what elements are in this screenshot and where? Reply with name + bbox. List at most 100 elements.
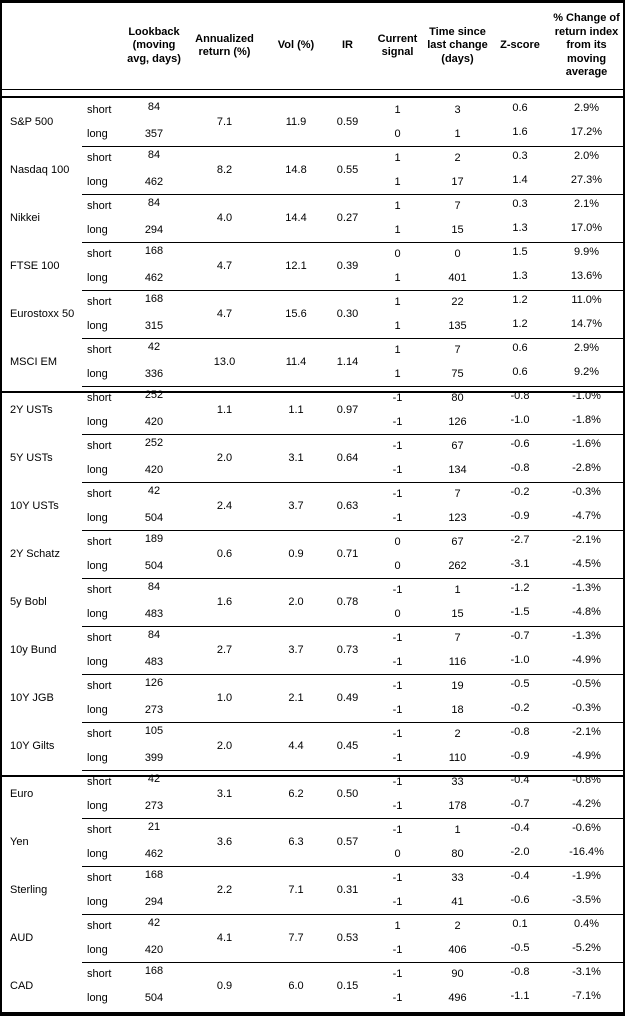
pct-change-long: -4.8% <box>572 606 601 618</box>
time-since-long: 18 <box>451 704 464 716</box>
lookback-long: 483 <box>144 608 164 620</box>
pct-change-short: -1.6% <box>572 438 601 450</box>
pct-change-short: -2.1% <box>572 534 601 546</box>
annualized-return: 1.0 <box>216 692 233 704</box>
lookback-long: 294 <box>144 224 164 236</box>
time-since-short: 19 <box>451 680 464 692</box>
vol-value: 3.7 <box>288 500 304 512</box>
lookback-short: 84 <box>147 149 161 161</box>
z-score-short: 1.5 <box>512 246 528 258</box>
vol-value: 11.4 <box>285 356 307 368</box>
lookback-short: 84 <box>147 629 161 641</box>
annualized-return: 13.0 <box>213 356 236 368</box>
z-score-long: 1.3 <box>512 270 528 282</box>
mode-label-long: long <box>87 656 108 668</box>
current-signal-short: 0 <box>394 248 401 260</box>
table-body: S&P 500 short long 84 357 7.1 11.9 0.59 … <box>2 96 623 1010</box>
vol-value: 2.1 <box>288 692 304 704</box>
mode-label-short: short <box>87 296 112 308</box>
annualized-return: 1.1 <box>216 404 233 416</box>
mode-label-long: long <box>87 560 108 572</box>
mode-label-long: long <box>87 992 108 1004</box>
current-signal-long: -1 <box>392 800 403 812</box>
lookback-long: 420 <box>144 416 164 428</box>
annualized-return: 1.6 <box>216 596 233 608</box>
asset-group: Nasdaq 100 short long 84 462 8.2 14.8 0.… <box>2 146 623 194</box>
time-since-short: 7 <box>454 344 461 356</box>
current-signal-short: -1 <box>392 728 403 740</box>
column-header-pct-change: % Change of return index from its moving… <box>553 12 620 79</box>
vol-value: 3.7 <box>288 644 304 656</box>
annualized-return: 2.7 <box>216 644 233 656</box>
current-signal-long: -1 <box>392 992 403 1004</box>
asset-name: CAD <box>10 980 34 992</box>
z-score-long: -1.0 <box>510 414 530 426</box>
pct-change-long: 27.3% <box>570 174 603 186</box>
mode-label-long: long <box>87 896 108 908</box>
z-score-short: 0.3 <box>512 198 528 210</box>
z-score-long: 1.3 <box>512 222 528 234</box>
z-score-long: -0.7 <box>510 798 530 810</box>
lookback-short: 42 <box>147 341 161 353</box>
annualized-return: 3.6 <box>216 836 233 848</box>
column-header-annualized-return: Annualized return (%) <box>195 32 254 59</box>
time-since-short: 67 <box>451 440 464 452</box>
current-signal-long: -1 <box>392 416 403 428</box>
asset-name: Yen <box>10 836 29 848</box>
time-since-short: 80 <box>451 392 464 404</box>
asset-group: 2Y USTs short long 252 420 1.1 1.1 0.97 … <box>2 386 623 434</box>
annualized-return: 2.4 <box>216 500 233 512</box>
vol-value: 14.4 <box>285 212 307 224</box>
asset-name: Nikkei <box>10 212 40 224</box>
mode-label-short: short <box>87 344 112 356</box>
annualized-return: 4.7 <box>216 260 233 272</box>
mode-label-short: short <box>87 920 112 932</box>
ir-value: 0.30 <box>336 308 359 320</box>
current-signal-long: 0 <box>394 608 401 620</box>
annualized-return: 4.0 <box>216 212 233 224</box>
lookback-long: 504 <box>144 992 164 1004</box>
lookback-short: 42 <box>147 917 161 929</box>
time-since-long: 110 <box>448 752 467 764</box>
z-score-long: -1.5 <box>510 606 530 618</box>
time-since-long: 75 <box>451 368 464 380</box>
time-since-short: 22 <box>451 296 464 308</box>
annualized-return: 2.2 <box>216 884 233 896</box>
pct-change-long: 13.6% <box>570 270 603 282</box>
current-signal-short: 1 <box>394 200 401 212</box>
ir-value: 0.53 <box>336 932 359 944</box>
column-header-current-signal: Current signal <box>377 32 418 59</box>
asset-name: AUD <box>10 932 34 944</box>
asset-name: MSCI EM <box>10 356 58 368</box>
lookback-long: 294 <box>144 896 164 908</box>
lookback-short: 84 <box>147 101 161 113</box>
mode-label-long: long <box>87 176 108 188</box>
z-score-short: 1.2 <box>512 294 528 306</box>
time-since-long: 406 <box>448 944 467 956</box>
annualized-return: 7.1 <box>216 116 233 128</box>
mode-label-long: long <box>87 800 108 812</box>
time-since-long: 41 <box>451 896 464 908</box>
current-signal-short: 0 <box>394 536 401 548</box>
z-score-short: -0.5 <box>510 678 530 690</box>
time-since-short: 33 <box>451 872 464 884</box>
mode-label-long: long <box>87 416 108 428</box>
z-score-short: -2.7 <box>510 534 530 546</box>
pct-change-short: 2.9% <box>573 342 600 354</box>
mode-label-long: long <box>87 272 108 284</box>
current-signal-long: 1 <box>394 224 401 236</box>
pct-change-long: -4.2% <box>572 798 601 810</box>
current-signal-short: 1 <box>394 296 401 308</box>
pct-change-long: -4.9% <box>572 654 601 666</box>
column-header-ir: IR <box>342 39 353 52</box>
z-score-short: -0.4 <box>510 870 530 882</box>
time-since-long: 1 <box>454 128 461 140</box>
mode-label-long: long <box>87 224 108 236</box>
mode-label-short: short <box>87 488 112 500</box>
pct-change-short: 2.0% <box>573 150 600 162</box>
z-score-short: -0.7 <box>510 630 530 642</box>
pct-change-short: 0.4% <box>573 918 600 930</box>
time-since-long: 15 <box>451 224 464 236</box>
lookback-short: 168 <box>144 965 164 977</box>
ir-value: 0.55 <box>336 164 359 176</box>
